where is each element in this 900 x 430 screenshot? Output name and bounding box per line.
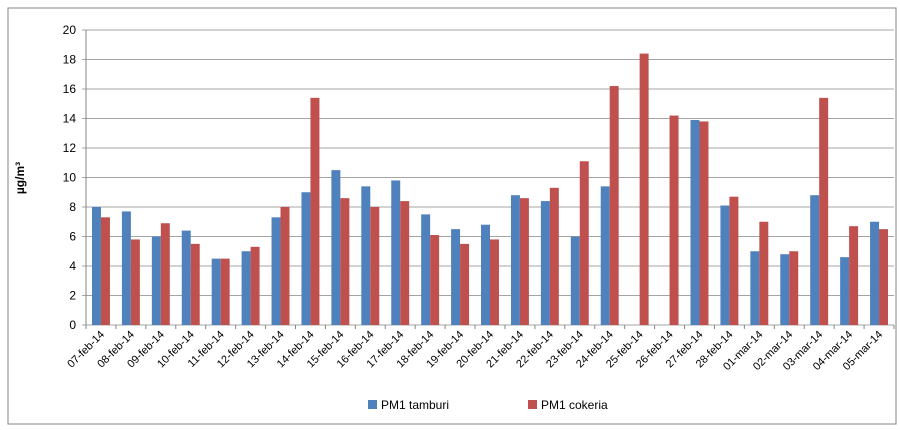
bar	[160, 223, 170, 325]
bar	[181, 230, 191, 325]
bar	[340, 198, 350, 325]
bar	[609, 86, 619, 325]
bar	[91, 207, 101, 325]
bar	[780, 254, 790, 325]
y-axis-label: µg/m³	[13, 162, 27, 194]
bar	[579, 161, 589, 325]
bar	[460, 243, 470, 325]
y-tick-label: 2	[69, 289, 76, 303]
bar	[819, 97, 829, 325]
y-tick-label: 10	[63, 171, 77, 185]
y-tick-label: 20	[63, 23, 77, 37]
bar	[301, 192, 311, 325]
chart-frame	[7, 7, 897, 425]
bar	[510, 195, 520, 325]
bar	[121, 211, 131, 325]
bar	[151, 236, 161, 325]
bar	[870, 221, 880, 325]
bar	[720, 205, 730, 325]
bar	[639, 53, 649, 325]
bar	[361, 186, 371, 325]
bar	[840, 257, 850, 325]
y-tick-label: 0	[69, 318, 76, 332]
bar	[570, 236, 580, 325]
bar	[241, 251, 251, 325]
bar	[789, 251, 799, 325]
bar	[451, 229, 461, 325]
legend-swatch	[368, 400, 377, 409]
bar	[331, 170, 341, 325]
bar	[421, 214, 431, 325]
legend-swatch	[528, 400, 537, 409]
bar	[849, 226, 859, 325]
bar	[669, 115, 679, 325]
bar	[750, 251, 760, 325]
bar	[370, 207, 380, 325]
bar	[690, 119, 700, 325]
bar	[271, 217, 281, 325]
bar	[481, 224, 490, 325]
bar	[220, 258, 230, 325]
bar	[100, 217, 110, 325]
bar	[430, 235, 440, 325]
bar	[490, 239, 499, 325]
bar	[250, 246, 260, 325]
y-tick-label: 8	[69, 200, 76, 214]
bar	[600, 186, 610, 325]
legend-label: PM1 cokeria	[541, 398, 608, 412]
bar	[280, 207, 290, 325]
bar	[699, 121, 709, 325]
y-tick-label: 4	[69, 259, 76, 273]
bar	[391, 180, 401, 325]
bar	[540, 201, 550, 325]
bar	[190, 243, 200, 325]
y-tick-label: 16	[63, 82, 77, 96]
bar	[211, 258, 221, 325]
bar	[549, 187, 559, 325]
bar	[400, 201, 410, 325]
y-tick-label: 6	[69, 230, 76, 244]
y-tick-label: 18	[63, 53, 77, 67]
y-tick-label: 12	[63, 141, 77, 155]
bar	[810, 195, 820, 325]
bar	[310, 97, 320, 325]
bar	[879, 229, 889, 325]
bar	[130, 239, 140, 325]
bar	[519, 198, 529, 325]
y-tick-label: 14	[63, 112, 77, 126]
legend-label: PM1 tamburi	[381, 398, 449, 412]
bar	[729, 196, 739, 325]
bar	[759, 221, 769, 325]
